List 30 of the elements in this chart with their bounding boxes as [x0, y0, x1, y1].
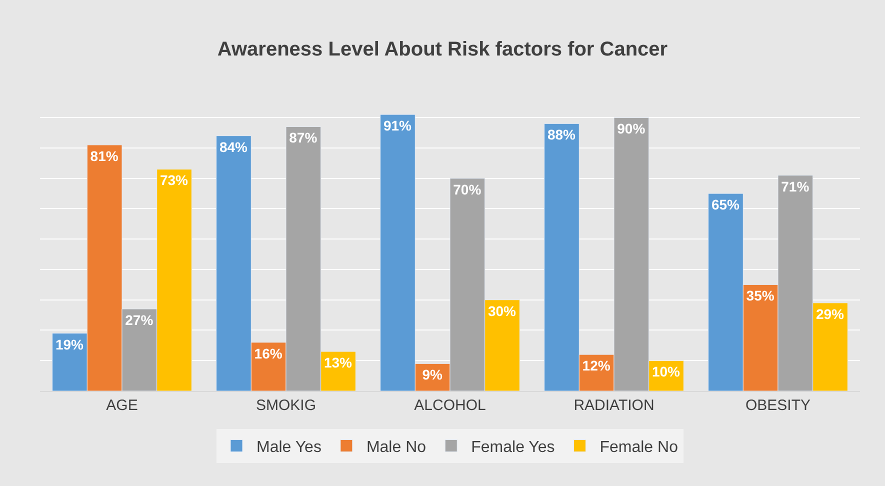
data-label: 87% — [289, 130, 318, 146]
x-tick-label: AGE — [106, 397, 138, 414]
x-tick-label: ALCOHOL — [414, 397, 486, 414]
data-label: 10% — [652, 364, 681, 380]
data-label: 88% — [547, 126, 576, 143]
data-label: 84% — [219, 138, 248, 155]
data-label: 91% — [383, 118, 412, 134]
legend-label: Male Yes — [256, 438, 322, 456]
data-label: 19% — [55, 336, 84, 352]
data-label: 35% — [746, 288, 775, 304]
data-label: 65% — [711, 196, 740, 213]
data-label: 71% — [781, 178, 810, 194]
data-label: 29% — [816, 306, 845, 322]
x-tick-label: RADIATION — [574, 397, 654, 414]
x-tick-label: OBESITY — [745, 397, 811, 414]
data-label: 90% — [617, 120, 646, 137]
legend-label: Female No — [600, 438, 678, 456]
x-tick-label: SMOKIG — [256, 397, 316, 414]
data-label: 9% — [422, 366, 443, 383]
legend-label: Female Yes — [471, 438, 555, 456]
data-label: 30% — [488, 302, 517, 319]
data-label: 27% — [125, 312, 154, 328]
data-label: 73% — [160, 172, 189, 188]
data-label: 13% — [324, 354, 353, 371]
data-label: 16% — [254, 345, 283, 362]
legend-label: Male No — [366, 438, 426, 456]
data-label: 70% — [453, 181, 482, 198]
data-label: 81% — [90, 148, 119, 164]
chart-title: Awareness Level About Risk factors for Cancer — [217, 38, 668, 61]
data-label: 12% — [582, 358, 611, 374]
